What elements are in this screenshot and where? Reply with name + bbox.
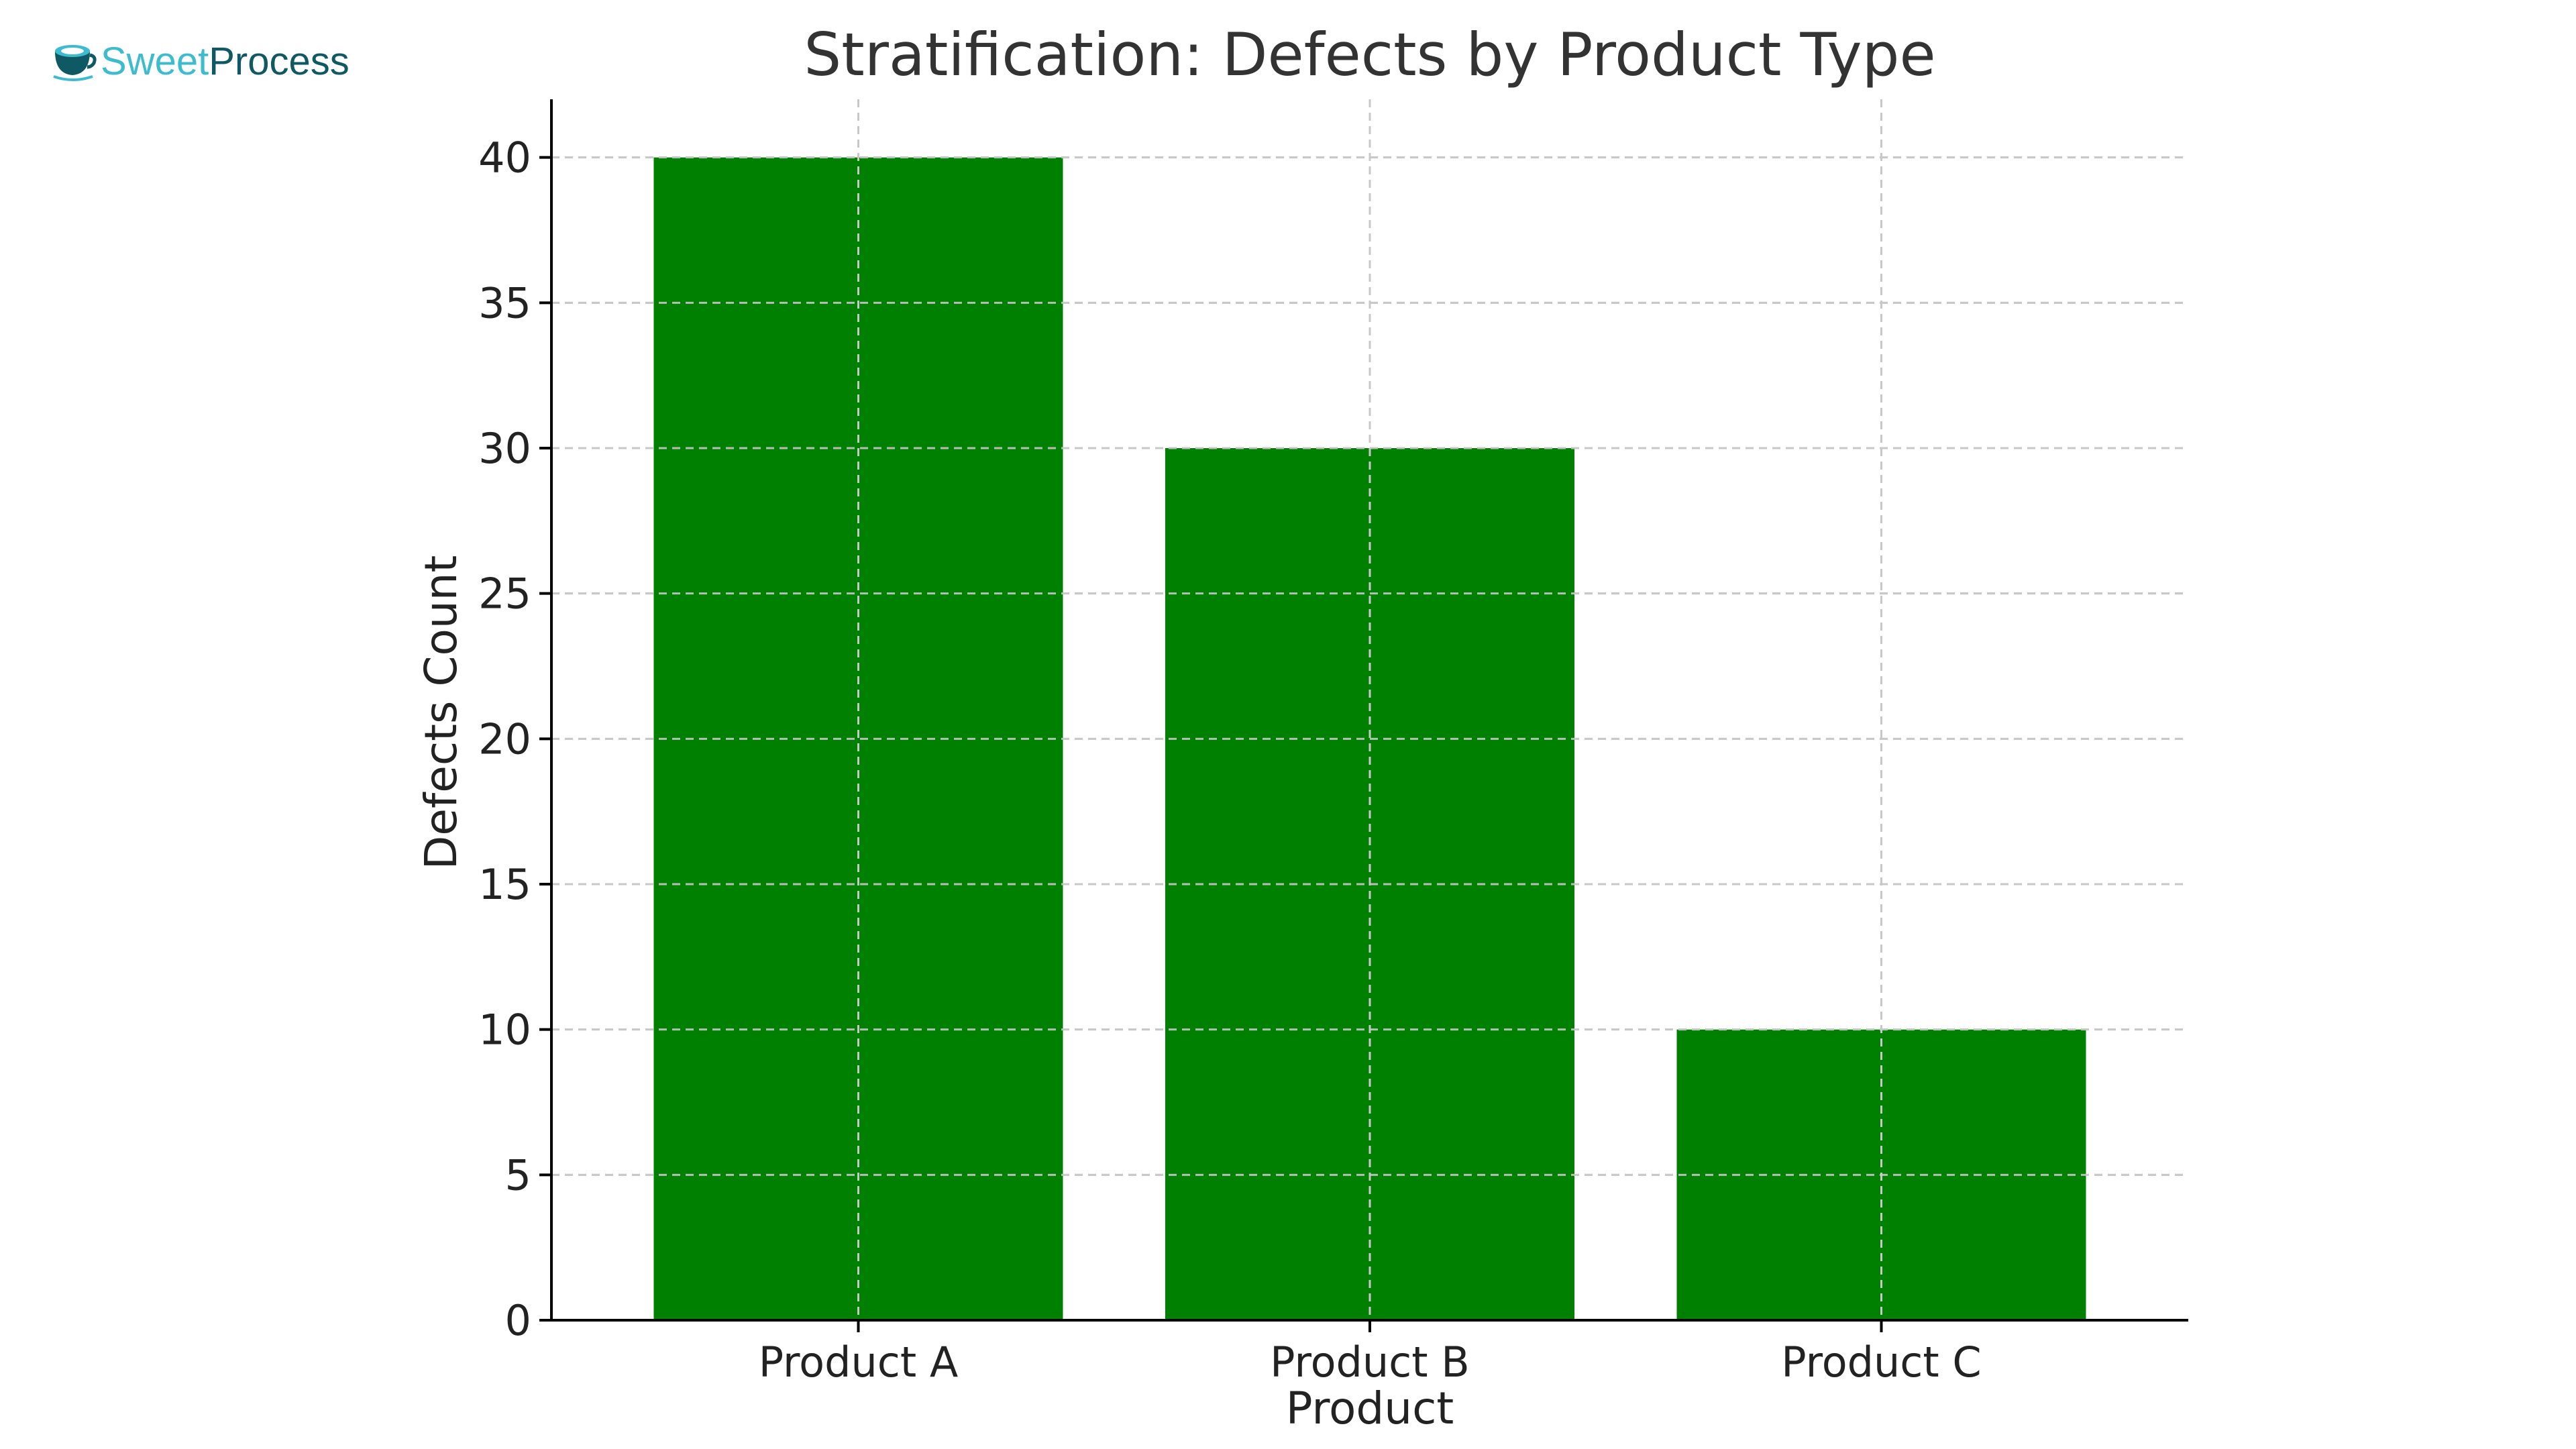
y-tick-label: 35: [478, 278, 531, 327]
y-tick-label: 5: [505, 1150, 531, 1199]
y-tick-label: 25: [478, 570, 531, 619]
logo-text-sweet: Sweet: [101, 40, 209, 83]
y-tick-label: 0: [505, 1296, 531, 1345]
y-tick-label: 15: [478, 860, 531, 909]
y-tick-label: 40: [478, 133, 531, 182]
x-tick-label: Product C: [1781, 1338, 1981, 1387]
y-tick-layer: 0 5 10 15 20 25 30 35 40: [478, 133, 551, 1345]
x-tick-layer: Product A Product B Product C: [759, 1320, 1982, 1387]
x-tick-label: Product A: [759, 1338, 959, 1387]
y-tick-label: 20: [478, 714, 531, 763]
teacup-icon: [53, 45, 97, 81]
logo-text-process: Process: [209, 40, 350, 83]
x-tick-label: Product B: [1270, 1338, 1470, 1387]
x-axis-label: Product: [1286, 1383, 1454, 1434]
y-tick-label: 30: [478, 424, 531, 473]
logo-wordmark: SweetProcess: [101, 35, 350, 89]
y-axis-label: Defects Count: [415, 555, 467, 870]
chart-title: Stratification: Defects by Product Type: [804, 20, 1935, 89]
y-tick-label: 10: [478, 1006, 531, 1055]
sweetprocess-logo: SweetProcess: [52, 35, 350, 89]
x-grid-layer: [551, 99, 2188, 1320]
